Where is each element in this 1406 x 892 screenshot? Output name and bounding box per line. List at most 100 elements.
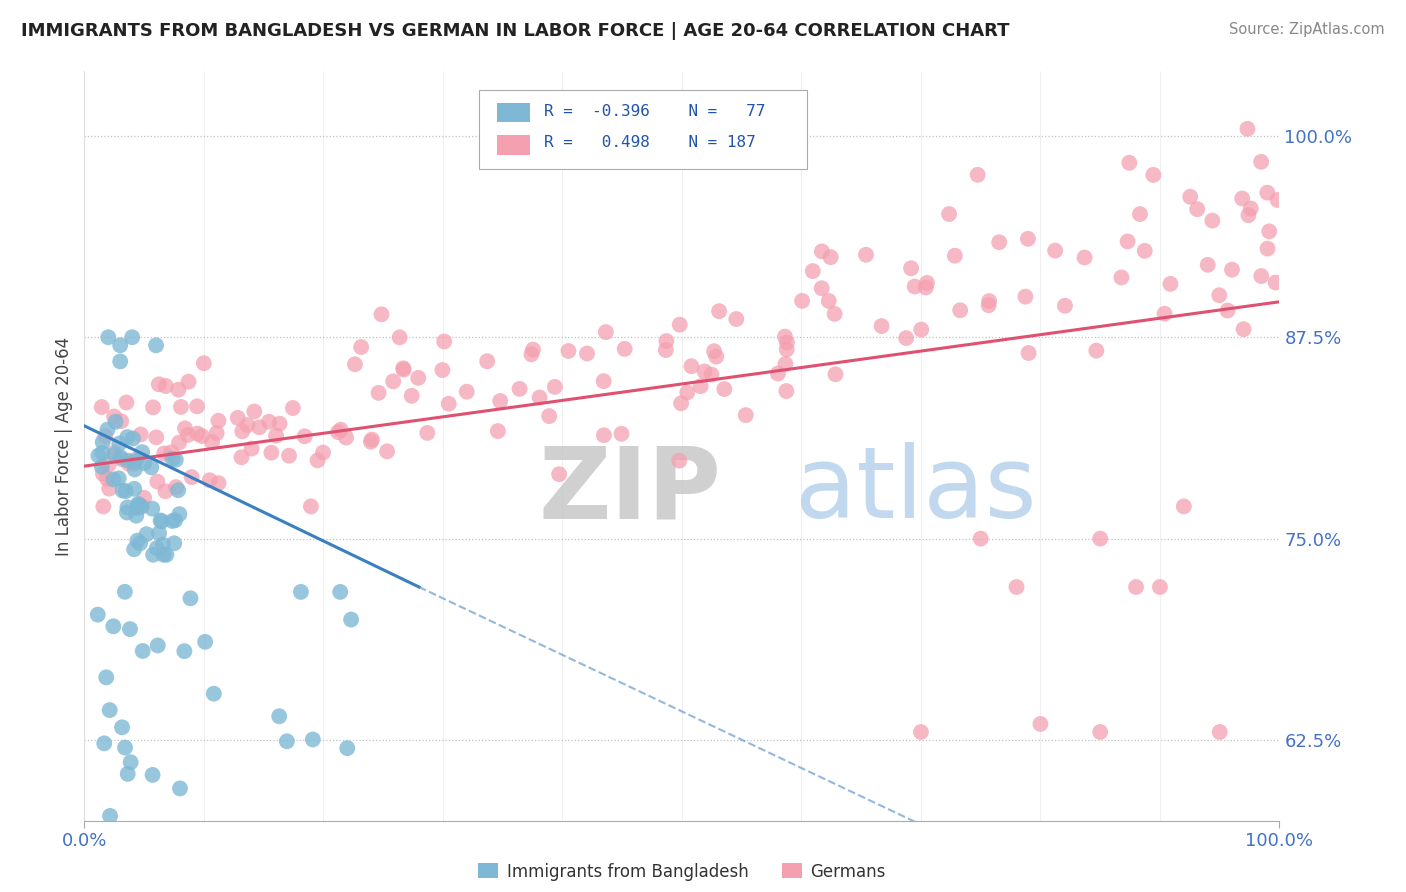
Point [557,343,579,358]
Point [810,281,832,295]
Point [124,462,146,476]
Point [681,359,703,374]
Point [336,741,359,756]
Point [278,449,301,463]
Point [146,475,169,489]
Point [367,385,389,400]
Point [938,207,960,221]
Point [392,361,415,376]
Point [910,725,932,739]
Point [522,343,544,357]
Point [205,426,228,441]
Point [93,825,115,839]
Point [820,250,842,264]
Point [114,584,136,599]
Point [1090,532,1112,546]
Point [141,460,163,475]
Point [97,458,120,472]
Text: atlas: atlas [796,442,1038,540]
Point [361,433,384,447]
Point [1256,186,1278,200]
Point [904,279,927,293]
Point [260,445,283,459]
Point [766,367,789,381]
Point [117,430,139,444]
Point [264,428,287,442]
Point [776,335,799,350]
Point [162,451,184,466]
Point [170,400,193,414]
Point [301,732,323,747]
Point [817,293,839,308]
Point [970,532,993,546]
Point [127,533,149,548]
Point [1236,121,1258,136]
Text: R =  -0.396    N =   77: R = -0.396 N = 77 [544,103,766,119]
Point [1129,207,1152,221]
Point [299,500,322,514]
Point [160,445,183,459]
Point [1116,235,1139,249]
Point [592,374,614,388]
Point [914,280,936,294]
Point [1133,244,1156,258]
Point [142,768,165,782]
Point [174,421,197,435]
Point [118,622,141,636]
Point [1233,322,1256,336]
Point [129,536,152,550]
Point [548,467,571,482]
Point [1250,268,1272,283]
Point [1230,192,1253,206]
Point [132,644,155,658]
Point [127,498,149,512]
Point [124,457,146,471]
Point [91,435,114,450]
Text: R =   0.498    N = 187: R = 0.498 N = 187 [544,135,756,150]
Point [1014,290,1036,304]
Point [167,435,190,450]
Point [329,585,352,599]
Point [382,375,405,389]
Point [276,734,298,748]
Point [226,410,249,425]
Point [269,709,291,723]
Point [707,304,730,318]
Point [122,432,145,446]
Point [198,473,221,487]
Text: ZIP: ZIP [538,442,721,540]
Point [915,276,938,290]
Point [94,429,117,443]
Bar [496,103,530,122]
Point [131,445,153,459]
Point [98,809,121,823]
Point [104,415,127,429]
Point [90,400,112,414]
Point [1267,193,1289,207]
Point [127,497,149,511]
Point [115,484,138,499]
Point [91,500,114,514]
Point [1173,500,1195,514]
Point [669,396,692,410]
Point [433,334,456,349]
Point [103,619,125,633]
Point [896,331,918,345]
Point [194,635,217,649]
Point [103,409,125,424]
Point [281,401,304,415]
Point [401,389,423,403]
Point [167,483,190,498]
Point [243,404,266,418]
Point [169,781,191,796]
Point [173,644,195,658]
Point [988,235,1011,250]
Point [1053,299,1076,313]
Point [375,444,398,458]
Point [703,344,725,359]
Point [179,591,201,606]
Point [110,450,132,464]
Point [529,391,551,405]
Point [103,473,125,487]
Point [335,431,357,445]
